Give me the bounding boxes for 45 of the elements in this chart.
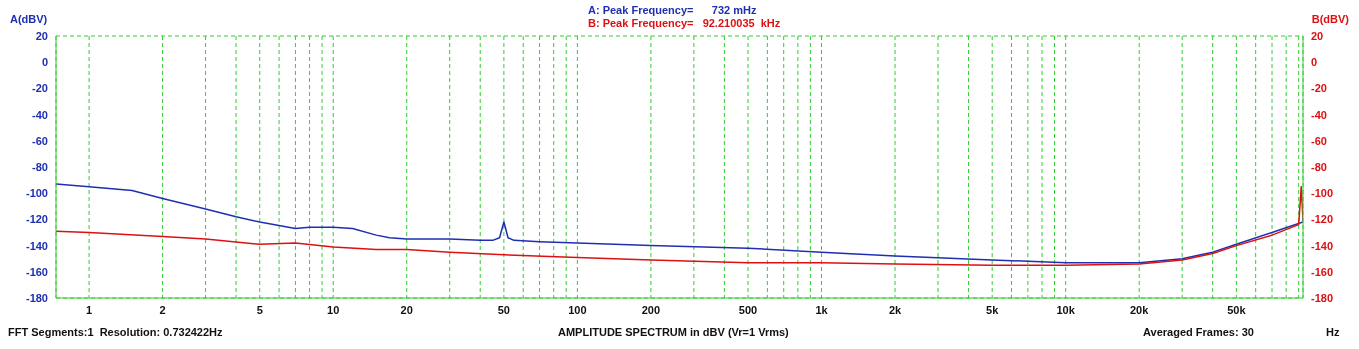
y-tick-label: -180 [25,291,48,304]
y2-tick-label: -180 [1311,291,1334,304]
y-tick-label: -60 [32,134,48,147]
x-tick-label: 5k [986,303,1000,316]
x-tick-label: 10k [1056,303,1076,316]
x-tick-label: 2k [888,303,903,316]
x-tick-label: 100 [568,303,587,316]
y2-tick-label: -40 [1311,108,1327,121]
x-tick-label: 50k [1227,303,1247,316]
x-axis-title: AMPLITUDE SPECTRUM in dBV (Vr=1 Vrms) [558,326,789,338]
x-tick-label: 20 [400,303,413,316]
y-tick-label: -80 [32,160,48,173]
y2-tick-label: -160 [1311,265,1334,278]
y2-tick-label: 20 [1311,29,1324,42]
x-tick-label: 10 [327,303,340,316]
y2-tick-label: 0 [1311,56,1318,69]
y2-tick-label: -100 [1311,187,1334,200]
y-tick-label: -40 [32,108,48,121]
text: A: Peak Frequency= 732 mHz [588,4,757,16]
y-tick-label: -100 [25,187,48,200]
y-tick-label: -20 [32,82,48,95]
y2-tick-label: -120 [1311,213,1334,226]
y-tick-label: 20 [35,29,48,42]
y-tick-label: -160 [25,265,48,278]
y-tick-label: 0 [41,56,48,69]
y-tick-label: -140 [25,239,48,252]
x-tick-label: 5 [256,303,263,316]
text: B: Peak Frequency= 92.210035 kHz [588,17,781,29]
y2-tick-label: -80 [1311,160,1327,173]
y-tick-label: -120 [25,213,48,226]
x-tick-label: 1k [815,303,829,316]
x-tick-label: 50 [497,303,511,316]
x-tick-label: 2 [159,303,166,316]
y2-axis-title: B(dBV) [1311,13,1349,25]
y2-tick-label: -140 [1311,239,1334,252]
x-tick-label: 200 [641,303,661,316]
x-tick-label: 20k [1130,303,1150,316]
y2-tick-label: -60 [1311,134,1327,147]
text: FFT Segments:1 Resolution: 0.732422Hz [8,326,223,338]
x-tick-label: 1 [86,303,93,316]
x-tick-label: 500 [738,303,758,316]
text: Averaged Frames: 30 [1143,326,1254,338]
text: Hz [1326,326,1340,338]
y2-tick-label: -20 [1311,82,1327,95]
y-axis-title: A(dBV) [10,13,48,25]
